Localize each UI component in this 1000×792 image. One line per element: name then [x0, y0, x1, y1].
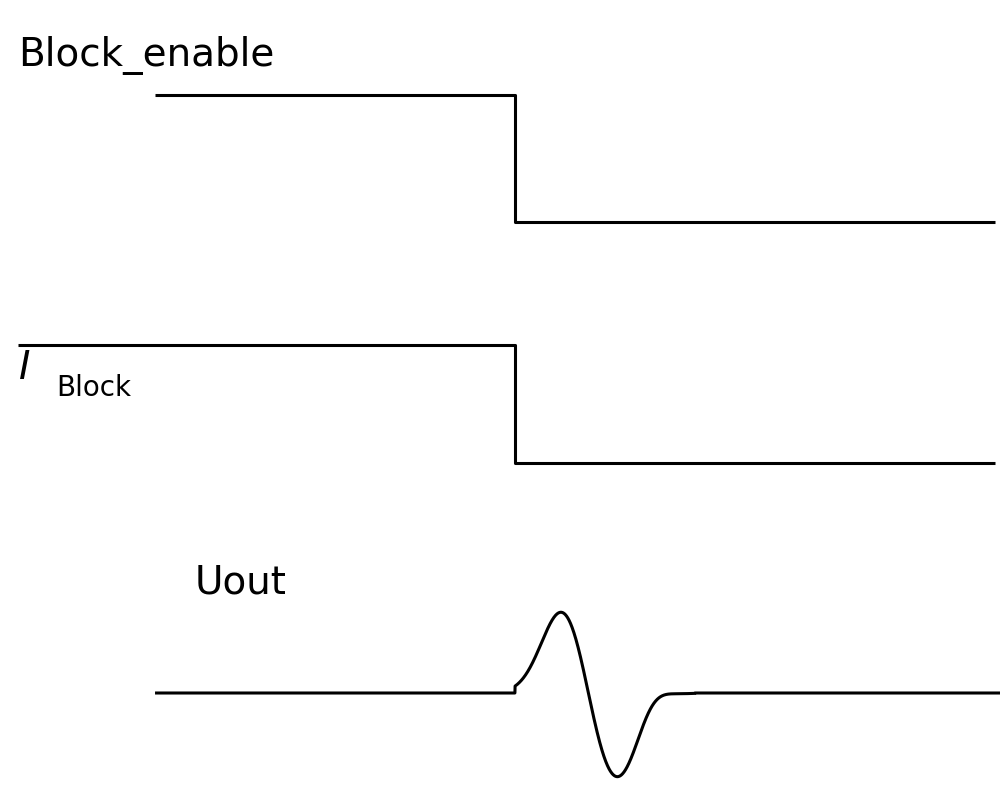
Text: $\mathit{I}$: $\mathit{I}$: [18, 349, 30, 387]
Text: Block_enable: Block_enable: [18, 36, 274, 74]
Text: Block: Block: [56, 374, 131, 402]
Text: Uout: Uout: [195, 563, 287, 601]
